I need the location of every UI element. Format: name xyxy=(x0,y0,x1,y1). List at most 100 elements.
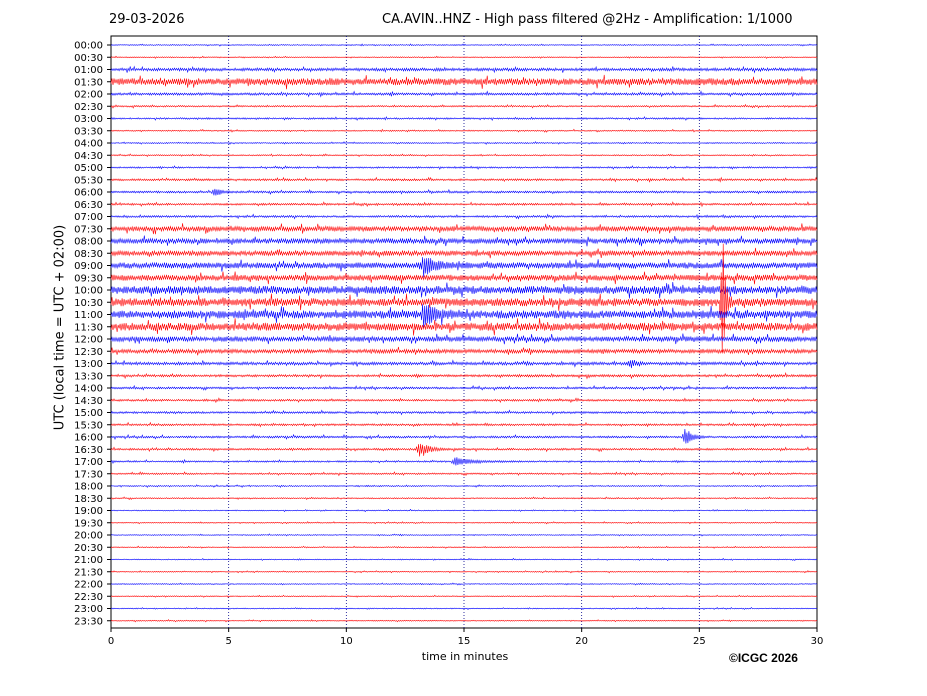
y-tick-label: 04:00 xyxy=(74,139,103,150)
y-tick-label: 21:30 xyxy=(74,567,103,578)
y-tick-label: 11:00 xyxy=(74,310,103,321)
date-label: 29-03-2026 xyxy=(109,12,185,27)
x-tick-label: 10 xyxy=(340,636,353,647)
y-tick-label: 06:00 xyxy=(74,188,103,199)
trace-line xyxy=(110,257,818,278)
trace-line xyxy=(110,428,818,444)
y-tick-label: 18:00 xyxy=(74,482,103,493)
trace-line xyxy=(110,508,818,513)
y-tick-label: 02:00 xyxy=(74,90,103,101)
y-tick-label: 14:00 xyxy=(74,384,103,395)
x-tick-label: 20 xyxy=(575,636,588,647)
trace-line xyxy=(110,247,818,259)
trace-line xyxy=(110,271,818,285)
trace-line xyxy=(110,281,818,299)
trace-line xyxy=(110,606,818,611)
plot-frame xyxy=(110,35,818,629)
trace-line xyxy=(110,443,818,457)
trace-line xyxy=(110,55,818,59)
trace-line xyxy=(110,128,818,133)
y-tick-label: 05:00 xyxy=(74,163,103,174)
trace-line xyxy=(110,43,818,47)
trace-line xyxy=(110,421,818,428)
trace-line xyxy=(110,153,818,158)
y-tick-label: 03:30 xyxy=(74,126,103,137)
y-tick-label: 06:30 xyxy=(74,200,103,211)
trace-line xyxy=(110,619,818,623)
chart-title: CA.AVIN..HNZ - High pass filtered @2Hz -… xyxy=(382,12,793,27)
trace-line xyxy=(110,90,818,98)
trace-line xyxy=(110,533,818,537)
x-tick-label: 0 xyxy=(108,636,114,647)
y-tick-label: 19:00 xyxy=(74,506,103,517)
trace-line xyxy=(110,521,818,525)
y-tick-label: 09:00 xyxy=(74,261,103,272)
y-tick-label: 11:30 xyxy=(74,322,103,333)
trace-line xyxy=(110,318,818,336)
y-tick-label: 23:00 xyxy=(74,604,103,615)
copyright-label: ©ICGC 2026 xyxy=(729,651,798,665)
y-tick-label: 20:30 xyxy=(74,543,103,554)
y-tick-label: 17:00 xyxy=(74,457,103,468)
y-tick-label: 15:00 xyxy=(74,408,103,419)
y-tick-label: 01:00 xyxy=(74,65,103,76)
trace-line xyxy=(110,304,818,329)
trace-line xyxy=(110,457,818,466)
trace-line xyxy=(110,235,818,247)
y-tick-label: 18:30 xyxy=(74,494,103,505)
y-tick-label: 10:00 xyxy=(74,286,103,297)
x-tick-label: 30 xyxy=(811,636,824,647)
y-tick-label: 20:00 xyxy=(74,531,103,542)
trace-line xyxy=(110,141,818,145)
y-tick-label: 19:30 xyxy=(74,518,103,529)
trace-line xyxy=(110,582,818,586)
y-tick-label: 16:00 xyxy=(74,433,103,444)
y-tick-label: 17:30 xyxy=(74,469,103,480)
trace-line xyxy=(110,165,818,170)
trace-line xyxy=(110,176,818,183)
y-tick-label: 07:30 xyxy=(74,224,103,235)
y-tick-label: 01:30 xyxy=(74,77,103,88)
trace-line xyxy=(110,409,818,416)
trace-line xyxy=(110,557,818,562)
trace-line xyxy=(110,223,818,235)
trace-line xyxy=(110,594,818,598)
trace-line xyxy=(110,359,818,369)
y-tick-label: 00:00 xyxy=(74,41,103,52)
y-tick-label: 09:30 xyxy=(74,273,103,284)
trace-line xyxy=(110,570,818,574)
y-tick-label: 12:00 xyxy=(74,335,103,346)
trace-line xyxy=(110,116,818,121)
y-tick-label: 22:30 xyxy=(74,592,103,603)
x-tick-label: 5 xyxy=(225,636,231,647)
x-tick-label: 15 xyxy=(458,636,471,647)
y-tick-label: 22:00 xyxy=(74,580,103,591)
trace-line xyxy=(110,346,818,356)
y-tick-label: 15:30 xyxy=(74,420,103,431)
y-tick-label: 08:30 xyxy=(74,249,103,260)
trace-line xyxy=(110,213,818,220)
y-tick-label: 12:30 xyxy=(74,347,103,358)
trace-line xyxy=(110,74,818,90)
y-tick-label: 13:30 xyxy=(74,371,103,382)
y-tick-label: 13:00 xyxy=(74,359,103,370)
trace-line xyxy=(110,471,818,477)
trace-line xyxy=(110,545,818,549)
y-tick-label: 23:30 xyxy=(74,616,103,627)
trace-line xyxy=(110,103,818,109)
trace-line xyxy=(110,397,818,404)
y-tick-label: 14:30 xyxy=(74,396,103,407)
y-tick-label: 05:30 xyxy=(74,175,103,186)
trace-line xyxy=(110,65,818,74)
y-tick-label: 16:30 xyxy=(74,445,103,456)
trace-line xyxy=(110,496,818,501)
trace-line xyxy=(110,372,818,380)
y-tick-label: 02:30 xyxy=(74,102,103,113)
y-tick-label: 04:30 xyxy=(74,151,103,162)
x-tick-label: 25 xyxy=(693,636,706,647)
y-tick-label: 03:00 xyxy=(74,114,103,125)
trace-line xyxy=(110,188,818,196)
trace-line xyxy=(110,484,818,488)
y-axis-label: UTC (local time = UTC + 02:00) xyxy=(52,224,68,431)
